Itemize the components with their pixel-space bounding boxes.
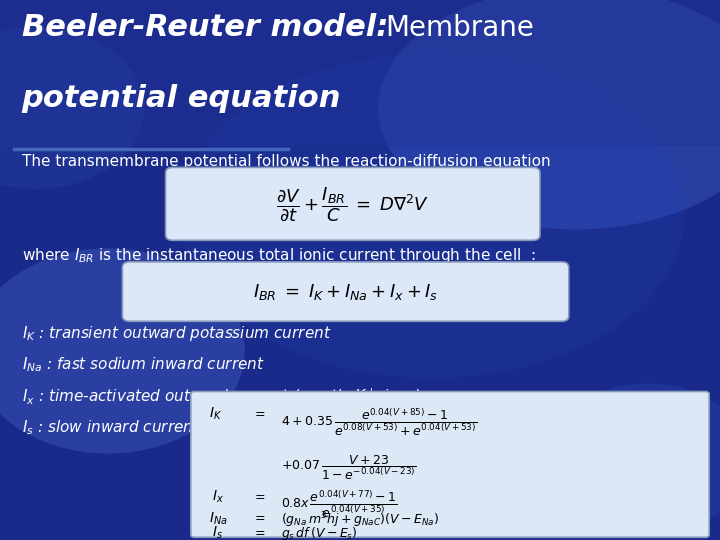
Ellipse shape [0, 27, 144, 189]
Text: $=$: $=$ [252, 525, 266, 538]
FancyBboxPatch shape [191, 392, 709, 537]
Text: $0.8x\,\dfrac{e^{0.04(V+77)}-1}{e^{0.04(V+35)}}$: $0.8x\,\dfrac{e^{0.04(V+77)}-1}{e^{0.04(… [281, 489, 397, 521]
Text: $I_{BR} \;=\; I_K + I_{Na} + I_x + I_s$: $I_{BR} \;=\; I_K + I_{Na} + I_x + I_s$ [253, 281, 438, 302]
Ellipse shape [0, 248, 245, 454]
FancyBboxPatch shape [122, 262, 569, 321]
Text: $g_s\,df\,(V - E_s)$: $g_s\,df\,(V - E_s)$ [281, 525, 357, 540]
Text: $=$: $=$ [252, 510, 266, 523]
Text: $\dfrac{\partial V}{\partial t} + \dfrac{I_{BR}}{C} \;=\; D\nabla^2 V$: $\dfrac{\partial V}{\partial t} + \dfrac… [276, 185, 429, 223]
Text: Membrane: Membrane [385, 14, 534, 42]
Text: $=$: $=$ [252, 406, 266, 419]
Text: $I_{Na}$ : fast sodium inward current: $I_{Na}$ : fast sodium inward current [22, 355, 264, 374]
Text: $I_K$ : transient outward potassium current: $I_K$ : transient outward potassium curr… [22, 324, 331, 343]
Text: $I_s$: $I_s$ [212, 525, 223, 540]
Bar [0, 0, 720, 146]
Ellipse shape [547, 383, 720, 535]
Text: potential equation: potential equation [22, 84, 341, 113]
Ellipse shape [180, 54, 684, 378]
Text: $I_s$ : slow inward current: $I_s$ : slow inward current [22, 418, 200, 437]
Text: $I_x$: $I_x$ [212, 489, 225, 505]
Text: $+0.07\,\dfrac{V+23}{1-e^{-0.04(V-23)}}$: $+0.07\,\dfrac{V+23}{1-e^{-0.04(V-23)}}$ [281, 454, 417, 482]
Text: The transmembrane potential follows the reaction-diffusion equation: The transmembrane potential follows the … [22, 154, 550, 169]
Text: $(g_{Na}\,m^3 hj + g_{NaC})(V - E_{Na})$: $(g_{Na}\,m^3 hj + g_{NaC})(V - E_{Na})$ [281, 510, 439, 530]
Ellipse shape [378, 0, 720, 230]
Text: $=$: $=$ [252, 489, 266, 502]
Text: Beeler-Reuter model:: Beeler-Reuter model: [22, 14, 388, 43]
Text: $I_x$ : time-activated outward current (mostly K$^+$ ions): $I_x$ : time-activated outward current (… [22, 387, 420, 407]
Text: where $I_{BR}$ is the instantaneous total ionic current through the cell  :: where $I_{BR}$ is the instantaneous tota… [22, 246, 535, 265]
FancyBboxPatch shape [166, 167, 540, 240]
Text: $4 + 0.35\,\dfrac{e^{0.04(V+85)}-1}{e^{0.08(V+53)}+e^{0.04(V+53)}}$: $4 + 0.35\,\dfrac{e^{0.04(V+85)}-1}{e^{0… [281, 406, 477, 438]
Text: $I_K$: $I_K$ [209, 406, 222, 422]
Text: $I_{Na}$: $I_{Na}$ [209, 510, 228, 526]
